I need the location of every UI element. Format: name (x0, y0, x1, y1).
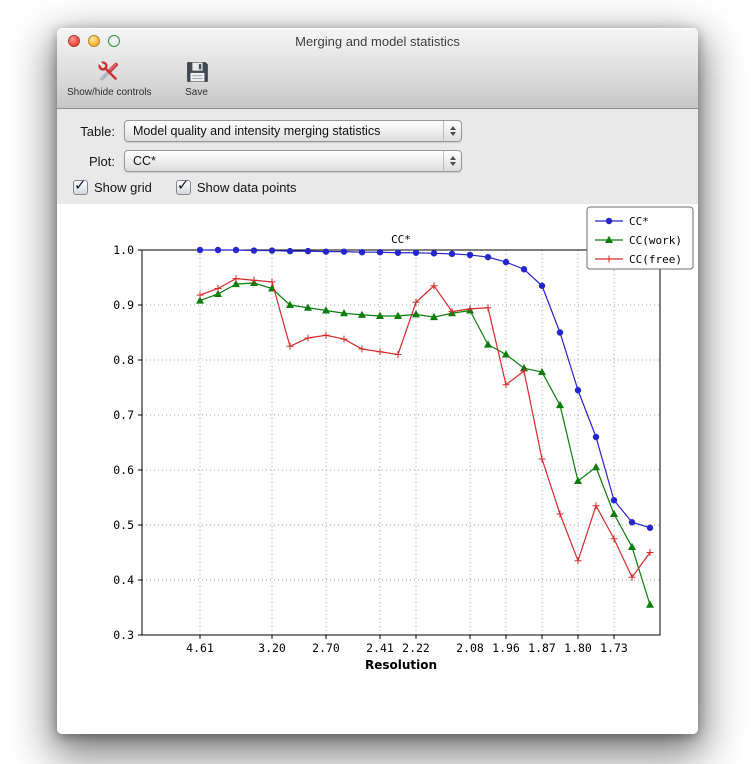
toolbar: Show/hide controls Save (57, 55, 698, 108)
checkbox-box: ✓ (175, 177, 191, 195)
controls-panel: Table: Model quality and intensity mergi… (57, 109, 698, 204)
show-data-points-checkbox[interactable]: ✓ Show data points (175, 177, 297, 195)
table-label: Table: (80, 123, 115, 139)
svg-text:0.9: 0.9 (113, 298, 134, 312)
check-icon: ✓ (176, 177, 190, 194)
svg-text:2.41: 2.41 (366, 641, 394, 655)
dropdown-arrows-icon (443, 151, 461, 171)
show-hide-controls-button[interactable]: Show/hide controls (67, 56, 152, 98)
svg-text:4.61: 4.61 (186, 641, 214, 655)
svg-text:0.8: 0.8 (113, 353, 134, 367)
save-icon (184, 56, 210, 87)
svg-text:CC*: CC* (391, 233, 411, 246)
close-button[interactable] (68, 35, 80, 47)
svg-text:2.22: 2.22 (402, 641, 430, 655)
toolbar-item-label: Show/hide controls (67, 87, 152, 98)
plot-label: Plot: (88, 153, 115, 169)
check-icon: ✓ (74, 177, 87, 194)
plot-dropdown[interactable]: CC* (124, 150, 462, 172)
plot-dropdown-value: CC* (133, 154, 156, 168)
titlebar: Merging and model statistics (57, 28, 698, 55)
svg-text:3.20: 3.20 (258, 641, 286, 655)
svg-text:1.0: 1.0 (113, 243, 134, 257)
svg-text:2.08: 2.08 (456, 641, 484, 655)
svg-text:0.6: 0.6 (113, 463, 134, 477)
svg-text:0.5: 0.5 (113, 518, 134, 532)
svg-text:1.73: 1.73 (600, 641, 628, 655)
plot-canvas: 0.3 0.4 0.5 0.6 0.7 0.8 0.9 1.0 4.61 3.20 2.70 2.41… (57, 204, 698, 734)
svg-text:1.80: 1.80 (564, 641, 592, 655)
svg-text:0.3: 0.3 (113, 628, 134, 642)
window-title: Merging and model statistics (295, 34, 460, 49)
svg-text:CC(work): CC(work) (629, 234, 682, 247)
svg-text:CC*: CC* (629, 215, 649, 228)
table-dropdown-value: Model quality and intensity merging stat… (133, 124, 381, 138)
traffic-lights (68, 35, 120, 47)
checkbox-box: ✓ (73, 177, 88, 195)
table-dropdown[interactable]: Model quality and intensity merging stat… (124, 120, 462, 142)
svg-text:0.4: 0.4 (113, 573, 134, 587)
toolbar-item-label: Save (185, 87, 208, 98)
tools-icon (94, 56, 124, 87)
app-window: Merging and model statistics (57, 28, 698, 734)
svg-text:0.7: 0.7 (113, 408, 134, 422)
svg-text:1.96: 1.96 (492, 641, 520, 655)
svg-text:1.87: 1.87 (528, 641, 556, 655)
chart-svg: 0.3 0.4 0.5 0.6 0.7 0.8 0.9 1.0 4.61 3.20 2.70 2.41… (113, 206, 694, 672)
minimize-button[interactable] (88, 35, 100, 47)
save-button[interactable]: Save (176, 56, 218, 98)
zoom-button[interactable] (108, 35, 120, 47)
window-header: Merging and model statistics (57, 28, 698, 109)
show-grid-checkbox[interactable]: ✓ Show grid (73, 177, 152, 195)
checkbox-label: Show grid (94, 180, 152, 195)
svg-text:2.70: 2.70 (312, 641, 340, 655)
svg-text:Resolution: Resolution (365, 658, 437, 672)
dropdown-arrows-icon (443, 121, 461, 141)
svg-text:CC(free): CC(free) (629, 253, 682, 266)
checkbox-label: Show data points (196, 180, 297, 195)
